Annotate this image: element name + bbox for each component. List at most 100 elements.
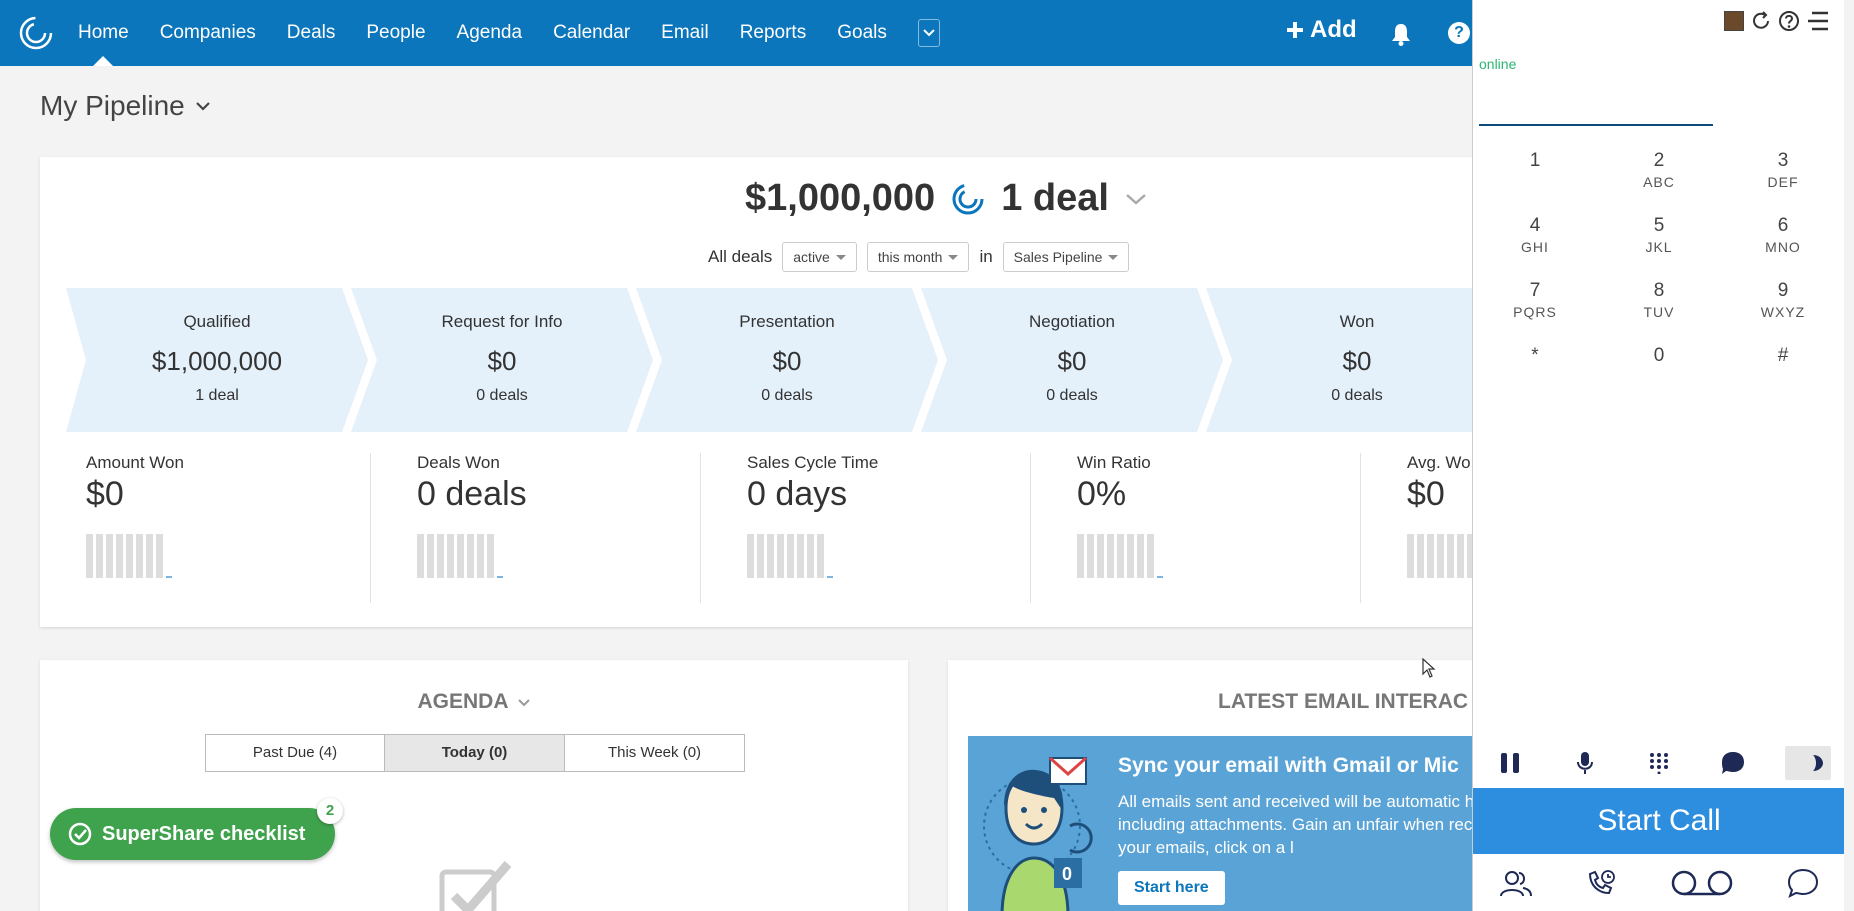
status-select[interactable]: active [782,242,857,272]
key-hash[interactable]: # [1721,345,1845,367]
key-digit: 4 [1529,215,1541,236]
metric-deals-won[interactable]: Deals Won 0 deals [370,453,700,603]
nav-deals[interactable]: Deals [286,22,336,43]
mute-button[interactable] [1547,751,1621,775]
key-3[interactable]: 3 DEF [1721,150,1845,190]
stage-count: 0 deals [1331,387,1383,404]
help-icon[interactable] [1778,10,1800,32]
nav-calendar[interactable]: Calendar [553,22,631,43]
messages-icon[interactable] [1787,868,1819,898]
help-icon[interactable]: ? [1448,22,1470,44]
tab-this-week[interactable]: This Week (0) [565,734,745,772]
start-here-button[interactable]: Start here [1118,871,1225,905]
avatar[interactable] [1724,11,1744,31]
call-history-icon[interactable] [1586,869,1618,897]
metric-amount-won[interactable]: Amount Won $0 [40,453,370,603]
stage-name: Won [1339,312,1375,331]
call-controls [1473,741,1845,785]
refresh-icon[interactable] [1750,10,1772,32]
supershare-badge: 2 [317,798,343,824]
chat-button[interactable] [1696,750,1770,776]
tab-past-due[interactable]: Past Due (4) [205,734,385,772]
nav-email[interactable]: Email [661,22,709,43]
dialer-toolbar [1724,10,1830,32]
nav-companies[interactable]: Companies [159,22,256,43]
key-star[interactable]: * [1473,345,1597,367]
app-logo-icon[interactable] [18,15,54,51]
nav-people[interactable]: People [366,22,426,43]
key-digit: 2 [1653,150,1665,171]
nav-agenda[interactable]: Agenda [456,22,523,43]
email-banner-text: All emails sent and received will be aut… [1118,792,1548,857]
microphone-icon [1576,752,1593,774]
menu-icon[interactable] [1806,10,1830,32]
metric-win-ratio[interactable]: Win Ratio 0% [1030,453,1360,603]
metric-label: Deals Won [417,453,500,472]
stage-name: Negotiation [1028,312,1115,331]
key-7[interactable]: 7 PQRS [1473,280,1597,320]
key-1[interactable]: 1 [1473,150,1597,174]
keypad-button[interactable] [1622,752,1696,774]
nav-home[interactable]: Home [78,0,129,66]
add-button[interactable]: Add [1286,16,1357,44]
tab-today[interactable]: Today (0) [385,734,565,772]
nav-goals[interactable]: Goals [837,22,887,43]
supershare-label: SuperShare checklist [102,822,306,845]
contacts-icon[interactable] [1499,869,1533,897]
key-letters: JKL [1645,239,1673,255]
filters-in-label: in [979,247,993,266]
key-5[interactable]: 5 JKL [1597,215,1721,255]
key-letters: PQRS [1513,304,1557,320]
key-2[interactable]: 2 ABC [1597,150,1721,190]
stage-request-for-info[interactable]: Request for Info $0 0 deals [351,288,653,432]
status-select-value: active [793,249,830,265]
caret-down-icon [948,254,959,260]
moon-icon [1812,755,1823,771]
key-digit: 1 [1529,150,1541,171]
key-digit: 9 [1777,280,1789,301]
pipeline-select[interactable]: Sales Pipeline [1002,242,1130,272]
key-letters: DEF [1767,174,1799,190]
stage-qualified[interactable]: Qualified $1,000,000 1 deal [66,288,368,432]
agenda-title[interactable]: AGENDA [40,690,908,714]
pause-button[interactable] [1473,751,1547,775]
chevron-down-icon[interactable] [1125,192,1147,206]
stage-negotiation[interactable]: Negotiation $0 0 deals [921,288,1223,432]
bell-icon[interactable] [1390,22,1412,46]
metric-label: Sales Cycle Time [747,453,879,472]
key-letters: GHI [1521,239,1549,255]
key-8[interactable]: 8 TUV [1597,280,1721,320]
key-digit: 5 [1653,215,1665,236]
key-9[interactable]: 9 WXYZ [1721,280,1845,320]
theme-toggle-button[interactable] [1771,746,1845,780]
phone-number-input[interactable] [1479,90,1713,126]
voicemail-icon[interactable] [1670,869,1734,897]
metric-value: 0% [1077,475,1127,513]
key-digit: # [1777,345,1789,366]
add-button-label: Add [1310,16,1357,43]
metric-value: 0 deals [417,475,527,513]
key-letters: MNO [1765,239,1801,255]
stage-amount: $0 [772,346,802,376]
page-title[interactable]: My Pipeline [40,90,211,122]
metric-sales-cycle-time[interactable]: Sales Cycle Time 0 days [700,453,1030,603]
stage-count: 1 deal [195,387,239,404]
pipeline-card: $1,000,000 1 deal All deals active this … [40,157,1560,627]
stage-name: Qualified [183,312,251,331]
start-call-button[interactable]: Start Call [1473,788,1845,854]
svg-text:0: 0 [1062,864,1072,884]
nav-reports[interactable]: Reports [739,22,807,43]
stage-won[interactable]: Won $0 0 deals [1206,288,1508,432]
key-6[interactable]: 6 MNO [1721,215,1845,255]
window-edge [1844,0,1854,911]
supershare-checklist-button[interactable]: SuperShare checklist 2 [50,798,343,860]
key-0[interactable]: 0 [1597,345,1721,367]
key-4[interactable]: 4 GHI [1473,215,1597,255]
mouse-cursor-icon [1422,658,1436,678]
filters-prefix: All deals [708,247,773,266]
stage-presentation[interactable]: Presentation $0 0 deals [636,288,938,432]
period-select[interactable]: this month [866,242,970,272]
key-letters: WXYZ [1760,304,1806,320]
dialpad-icon [1650,753,1669,774]
nav-more-button[interactable] [917,19,940,47]
